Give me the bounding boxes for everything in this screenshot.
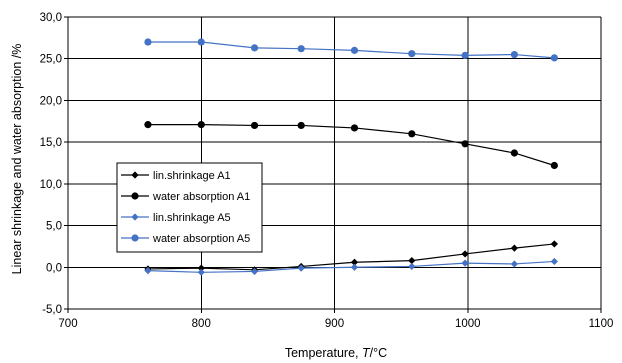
legend-label: water absorption A5 <box>152 233 250 245</box>
data-point <box>510 260 518 268</box>
data-point <box>250 121 259 130</box>
data-point <box>250 267 259 276</box>
series-line <box>147 124 555 167</box>
data-point <box>461 140 469 148</box>
data-point <box>297 45 305 53</box>
legend-label: water absorption A1 <box>152 191 250 203</box>
data-point <box>197 268 205 276</box>
data-point <box>408 130 416 138</box>
y-tick-label: 15,0 <box>40 137 62 149</box>
legend-label: lin.shrinkage A5 <box>153 212 231 224</box>
data-point <box>461 250 469 258</box>
x-tick-label: 800 <box>192 318 211 330</box>
data-point <box>461 51 469 59</box>
data-point <box>350 124 359 132</box>
data-point <box>250 44 259 52</box>
data-point <box>408 262 416 271</box>
y-tick-label: 10,0 <box>40 179 62 191</box>
data-point <box>550 257 558 266</box>
series-group <box>144 38 558 276</box>
x-tick-label: 1000 <box>455 318 481 330</box>
data-point <box>144 267 152 275</box>
data-point <box>350 46 359 54</box>
series-water-absorption-a1 <box>144 121 558 170</box>
y-tick-label: -5,0 <box>42 304 62 316</box>
data-point <box>461 259 469 267</box>
data-point <box>350 258 359 266</box>
data-point <box>197 38 205 46</box>
data-point <box>510 244 518 252</box>
legend-marker <box>131 171 139 179</box>
data-point <box>510 50 518 59</box>
series-water-absorption-a5 <box>144 38 558 62</box>
data-point <box>297 264 305 272</box>
y-axis-title: Linear shrinkage and water absorption /% <box>10 44 24 275</box>
x-axis-title-variable: T <box>362 346 371 360</box>
legend-marker <box>131 192 139 200</box>
data-point <box>550 54 558 62</box>
legend-box <box>116 162 263 253</box>
x-tick-label: 900 <box>325 318 344 330</box>
x-axis-title-prefix: Temperature, <box>285 346 362 360</box>
y-tick-label: 20,0 <box>40 95 62 107</box>
data-point <box>550 161 558 170</box>
y-tick-label: 25,0 <box>40 54 62 66</box>
legend-label: lin.shrinkage A1 <box>153 170 231 182</box>
x-axis-title: Temperature, T/°C <box>285 346 387 360</box>
data-point <box>197 121 205 129</box>
data-point <box>550 240 558 248</box>
grid-lines <box>64 16 602 313</box>
y-tick-label: 0,0 <box>46 262 62 274</box>
y-tick-label: 5,0 <box>46 221 62 233</box>
data-point <box>197 264 205 272</box>
data-point <box>297 121 305 130</box>
y-tick-label: 30,0 <box>40 12 62 24</box>
data-point <box>408 50 416 58</box>
data-point <box>350 263 359 271</box>
legend: lin.shrinkage A1 water absorption A1 lin.s… <box>116 162 263 253</box>
data-point <box>144 121 152 129</box>
legend-marker <box>131 213 139 221</box>
x-axis-title-unit: /°C <box>370 346 388 360</box>
tick-labels: -5,0 0,0 5,0 10,0 15,0 20,0 25,0 30,0 700 800 900 1… <box>40 12 614 330</box>
data-point <box>510 149 518 157</box>
legend-marker <box>131 234 139 242</box>
data-point <box>144 38 152 46</box>
data-point <box>408 257 416 265</box>
x-tick-label: 700 <box>58 318 77 330</box>
x-tick-label: 1100 <box>589 318 614 330</box>
series-lin-shrinkage-a5 <box>144 257 558 276</box>
